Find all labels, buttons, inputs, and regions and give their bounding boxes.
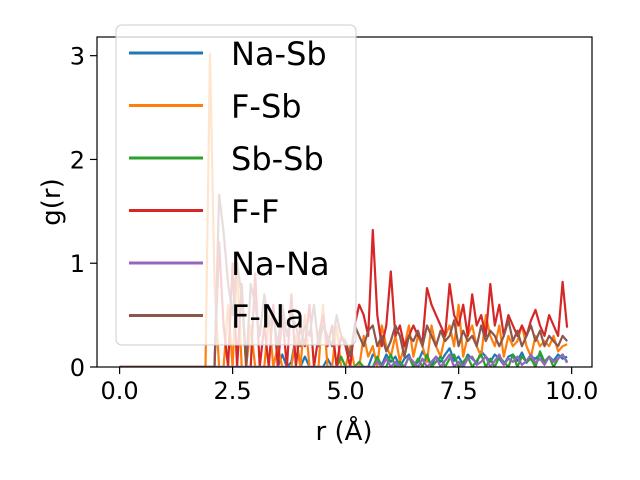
- x-tick-label: 7.5: [440, 377, 478, 405]
- series-line-na-na: [119, 353, 569, 367]
- y-tick-label: 2: [70, 146, 85, 174]
- y-tick-label: 3: [70, 43, 85, 71]
- legend-label-na-na: Na-Na: [231, 245, 330, 283]
- legend-label-f-f: F-F: [231, 193, 279, 231]
- legend-label-sb-sb: Sb-Sb: [231, 140, 324, 178]
- legend-label-f-sb: F-Sb: [231, 88, 302, 126]
- y-tick-label: 1: [70, 250, 85, 278]
- series-line-f-sb: [119, 52, 568, 367]
- y-axis-label: g(r): [37, 178, 67, 225]
- x-axis-label: r (Å): [315, 415, 372, 447]
- y-tick-label: 0: [70, 354, 85, 382]
- x-tick-label: 0.0: [101, 377, 139, 405]
- legend: Na-Sb F-Sb Sb-Sb F-F Na-Na F-Na: [115, 24, 357, 346]
- legend-label-f-na: F-Na: [231, 298, 305, 336]
- x-tick-label: 5.0: [327, 377, 365, 405]
- legend-label-na-sb: Na-Sb: [231, 35, 327, 73]
- legend-items: Na-Sb F-Sb Sb-Sb F-F Na-Na F-Na: [129, 35, 330, 336]
- x-tick-label: 10.0: [545, 377, 598, 405]
- x-axis-ticks: 0.0 2.5 5.0 7.5 10.0: [101, 367, 598, 405]
- series-line-na-sb: [119, 334, 568, 367]
- y-axis-ticks: 0 1 2 3: [70, 43, 97, 382]
- x-tick-label: 2.5: [214, 377, 252, 405]
